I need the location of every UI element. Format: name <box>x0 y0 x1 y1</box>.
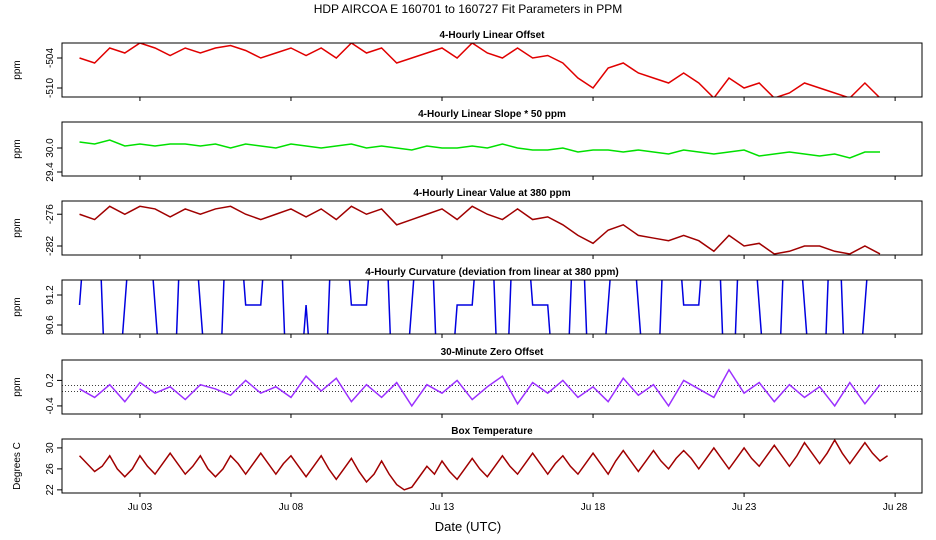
data-line <box>78 439 888 491</box>
plot-area <box>79 139 881 159</box>
y-tick-label: -504 <box>45 48 56 68</box>
data-line <box>79 139 881 159</box>
panel-frame <box>61 438 923 494</box>
plot-area <box>78 280 868 334</box>
data-line <box>79 368 881 408</box>
panel-title: 4-Hourly Linear Value at 380 ppm <box>413 188 570 199</box>
panel-frame <box>61 121 923 177</box>
data-line <box>79 205 881 255</box>
y-axis-label: ppm <box>12 218 23 237</box>
panel-title: 4-Hourly Linear Slope * 50 ppm <box>418 109 566 120</box>
y-tick-label: -510 <box>45 78 56 98</box>
panel-title: Box Temperature <box>451 426 533 437</box>
y-tick-label: 29.4 <box>45 162 56 182</box>
y-tick-label: 22 <box>45 484 56 496</box>
x-tick-label: Ju 13 <box>430 502 455 513</box>
y-axis-label: ppm <box>12 377 23 396</box>
x-tick-label: Ju 03 <box>128 502 153 513</box>
panel-title: 4-Hourly Curvature (deviation from linea… <box>365 267 618 278</box>
panel-frame <box>61 42 923 98</box>
panel-title: 30-Minute Zero Offset <box>441 347 544 358</box>
x-tick-label: Ju 28 <box>883 502 908 513</box>
y-tick-label: 26 <box>45 463 56 475</box>
chart-title: HDP AIRCOA E 160701 to 160727 Fit Parame… <box>314 2 623 16</box>
x-tick-label: Ju 23 <box>732 502 757 513</box>
y-axis-label: ppm <box>12 297 23 316</box>
y-tick-label: -282 <box>45 236 56 256</box>
panel-title: 4-Hourly Linear Offset <box>439 30 545 41</box>
y-tick-label: -276 <box>45 204 56 224</box>
plot-area <box>78 439 888 491</box>
x-axis-label: Date (UTC) <box>435 519 501 534</box>
y-axis-label: ppm <box>12 139 23 158</box>
plot-area <box>79 43 881 97</box>
y-axis-label: ppm <box>12 60 23 79</box>
y-tick-label: 91.2 <box>45 285 56 305</box>
x-tick-label: Ju 08 <box>279 502 304 513</box>
plot-area <box>62 368 922 408</box>
y-tick-label: 0.2 <box>45 373 56 387</box>
data-line <box>79 43 881 97</box>
y-tick-label: -0.4 <box>45 397 56 415</box>
panel-frame <box>61 279 923 335</box>
y-axis-label: Degrees C <box>12 442 23 490</box>
y-tick-label: 90.6 <box>45 315 56 335</box>
panel-frame <box>61 200 923 256</box>
y-tick-label: 30.0 <box>45 138 56 158</box>
data-line <box>78 280 868 334</box>
plot-area <box>79 205 881 255</box>
y-tick-label: 30 <box>45 442 56 454</box>
panel-frame <box>61 359 923 415</box>
x-tick-label: Ju 18 <box>581 502 606 513</box>
